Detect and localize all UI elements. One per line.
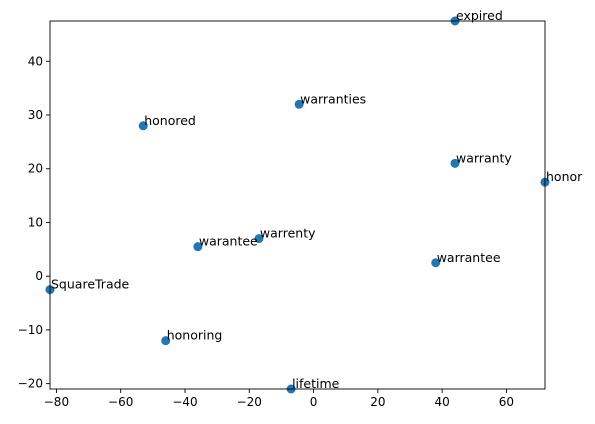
y-axis: −20 −10 0 10 20 30 40 bbox=[18, 54, 50, 391]
y-tick-label: 20 bbox=[28, 162, 43, 176]
point-label: honored bbox=[144, 113, 196, 128]
point-label: warrenty bbox=[260, 226, 316, 241]
data-point bbox=[294, 99, 304, 109]
data-point bbox=[138, 121, 148, 131]
point-label: expired bbox=[456, 8, 503, 23]
x-tick-label: 0 bbox=[310, 395, 318, 409]
y-tick-label: 10 bbox=[28, 215, 43, 229]
point-label: honoring bbox=[167, 328, 223, 343]
x-tick-label: 40 bbox=[435, 395, 450, 409]
plot-marks: expired warranties honored warranty honor war… bbox=[45, 8, 583, 394]
x-tick-label: −40 bbox=[172, 395, 197, 409]
point-label: honor bbox=[546, 169, 583, 184]
plot-frame bbox=[49, 20, 546, 390]
data-point bbox=[450, 158, 460, 168]
data-point bbox=[193, 242, 203, 252]
point-label: SquareTrade bbox=[51, 277, 130, 292]
x-tick-label: 20 bbox=[370, 395, 385, 409]
point-label: warranty bbox=[456, 150, 512, 165]
x-tick-label: −80 bbox=[44, 395, 69, 409]
y-tick-label: −10 bbox=[18, 323, 43, 337]
point-label: lifetime bbox=[292, 376, 340, 391]
x-tick-label: −20 bbox=[237, 395, 262, 409]
y-tick-label: 40 bbox=[28, 54, 43, 68]
data-point bbox=[161, 336, 171, 346]
x-tick-label: −60 bbox=[108, 395, 133, 409]
point-label: warranties bbox=[300, 91, 366, 106]
data-point bbox=[254, 234, 264, 244]
x-axis: −80 −60 −40 −20 0 20 40 60 bbox=[44, 389, 514, 409]
y-tick-label: −20 bbox=[18, 377, 43, 391]
point-label: warantee bbox=[199, 234, 258, 249]
point-label: warrantee bbox=[437, 250, 501, 265]
y-tick-label: 0 bbox=[35, 269, 43, 283]
x-tick-label: 60 bbox=[499, 395, 514, 409]
y-tick-label: 30 bbox=[28, 108, 43, 122]
data-point bbox=[431, 258, 441, 268]
